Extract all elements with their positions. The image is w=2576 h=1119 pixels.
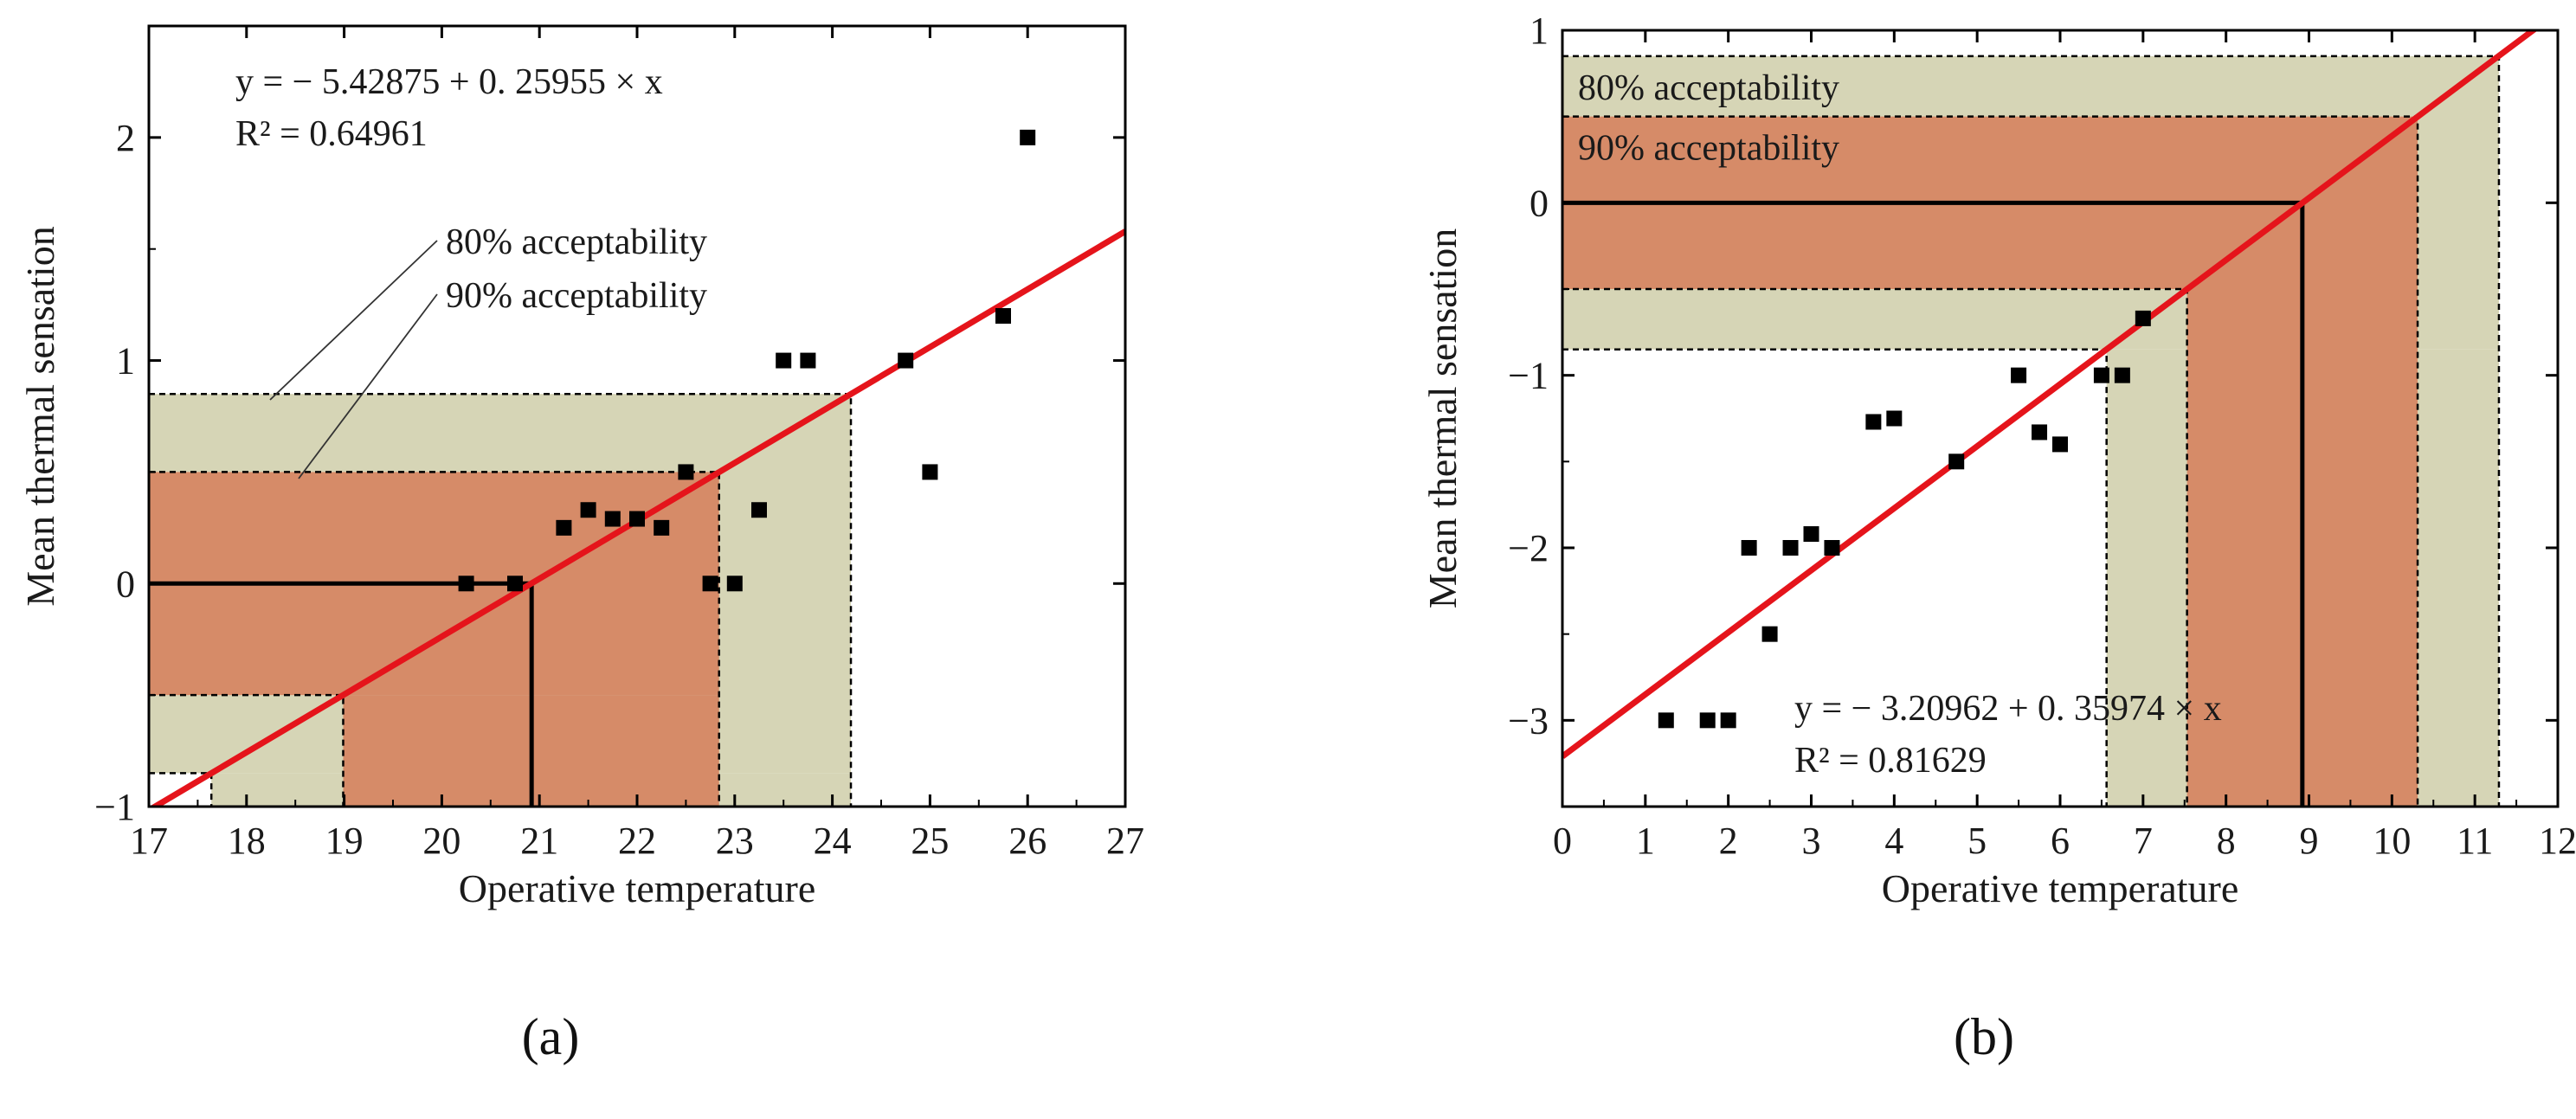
data-point: [458, 576, 474, 592]
data-point: [800, 352, 816, 369]
x-tick-label: 8: [2217, 820, 2236, 862]
data-point: [1948, 453, 1965, 470]
y-tick-label: −3: [1508, 699, 1549, 742]
y-tick-label: 0: [1530, 182, 1549, 224]
band-80-label: 80% acceptability: [446, 222, 707, 262]
data-point: [1658, 712, 1674, 729]
x-tick-label: 12: [2539, 820, 2576, 862]
regression-line: [1562, 30, 2539, 759]
annotation-leader-line: [298, 293, 438, 479]
acceptability-boundary-line: [1562, 287, 2188, 807]
data-point: [556, 519, 572, 536]
data-point: [1865, 414, 1882, 430]
data-point: [1886, 410, 1903, 427]
y-axis-title: Mean thermal sensation: [1420, 228, 1465, 608]
data-point: [776, 352, 792, 369]
x-tick-label: 3: [1802, 820, 1821, 862]
data-point: [2093, 367, 2109, 383]
regression-equation: y = − 3.20962 + 0. 35974 × x: [1794, 689, 2222, 729]
panel-label: (a): [522, 1008, 580, 1065]
data-point: [726, 576, 743, 592]
plot-area: [1562, 30, 2539, 807]
x-tick-label: 5: [1967, 820, 1987, 862]
x-tick-label: 23: [716, 820, 754, 862]
acceptability-boundary-line: [1562, 348, 2108, 807]
data-point: [1741, 540, 1757, 556]
band-90-label: 90% acceptability: [446, 276, 707, 316]
x-tick-label: 2: [1719, 820, 1738, 862]
data-point: [580, 502, 596, 518]
data-point: [751, 502, 767, 518]
x-tick-label: 4: [1884, 820, 1903, 862]
x-tick-label: 19: [325, 820, 364, 862]
data-point: [678, 464, 694, 480]
y-tick-label: −1: [94, 786, 135, 828]
y-tick-label: 0: [116, 563, 135, 605]
x-tick-label: 0: [1553, 820, 1572, 862]
y-tick-label: 1: [1530, 10, 1549, 52]
data-point: [1699, 712, 1716, 729]
y-tick-label: −1: [1508, 355, 1549, 397]
data-point: [1761, 626, 1778, 642]
data-point: [2032, 424, 2048, 441]
x-tick-label: 9: [2300, 820, 2319, 862]
x-tick-label: 21: [520, 820, 558, 862]
data-point: [1020, 129, 1036, 145]
data-point: [2135, 310, 2151, 326]
x-tick-label: 22: [618, 820, 656, 862]
x-tick-label: 10: [2373, 820, 2411, 862]
x-tick-label: 27: [1106, 820, 1144, 862]
x-axis-title: Operative temperature: [1882, 866, 2239, 910]
data-point: [2052, 436, 2068, 453]
data-point: [629, 511, 645, 527]
y-axis-title: Mean thermal sensation: [18, 226, 62, 606]
regression-equation: y = − 5.42875 + 0. 25955 × x: [235, 62, 663, 102]
r-squared-label: R² = 0.81629: [1794, 741, 1987, 781]
annotation-leader-line: [269, 240, 438, 401]
x-tick-label: 1: [1636, 820, 1655, 862]
band-80-label: 80% acceptability: [1578, 68, 1839, 108]
data-point: [507, 576, 523, 592]
data-point: [2114, 367, 2130, 383]
acceptability-boundary-line: [149, 392, 853, 807]
data-point: [2011, 367, 2027, 383]
data-point: [604, 511, 621, 527]
data-point: [922, 464, 938, 480]
r-squared-label: R² = 0.64961: [235, 114, 428, 154]
data-point: [654, 519, 670, 536]
x-tick-label: 18: [228, 820, 266, 862]
y-tick-label: 1: [116, 340, 135, 383]
plot-area: [149, 129, 1125, 807]
x-tick-label: 26: [1008, 820, 1046, 862]
x-tick-label: 17: [130, 820, 168, 862]
data-point: [1782, 540, 1799, 556]
acceptability-boundary-line: [149, 471, 721, 807]
x-axis-title: Operative temperature: [459, 866, 816, 910]
x-tick-label: 11: [2457, 820, 2493, 862]
data-point: [702, 576, 718, 592]
data-point: [1824, 540, 1840, 556]
x-tick-label: 24: [814, 820, 852, 862]
x-tick-label: 20: [422, 820, 460, 862]
y-tick-label: −2: [1508, 527, 1549, 569]
y-tick-label: 2: [116, 117, 135, 159]
data-point: [898, 352, 914, 369]
x-tick-label: 7: [2134, 820, 2153, 862]
data-point: [995, 308, 1011, 325]
data-point: [1720, 712, 1736, 729]
x-tick-label: 25: [911, 820, 949, 862]
acceptability-boundary-line: [149, 693, 345, 807]
band-90-label: 90% acceptability: [1578, 129, 1839, 169]
x-tick-label: 6: [2051, 820, 2070, 862]
panel-label: (b): [1954, 1008, 2014, 1065]
chart-panel-a: 17 18 19 20 21 22 23 24 25 26 27 −1 0 1 2 Operative tem…: [18, 24, 1144, 1065]
data-point: [1803, 526, 1819, 543]
